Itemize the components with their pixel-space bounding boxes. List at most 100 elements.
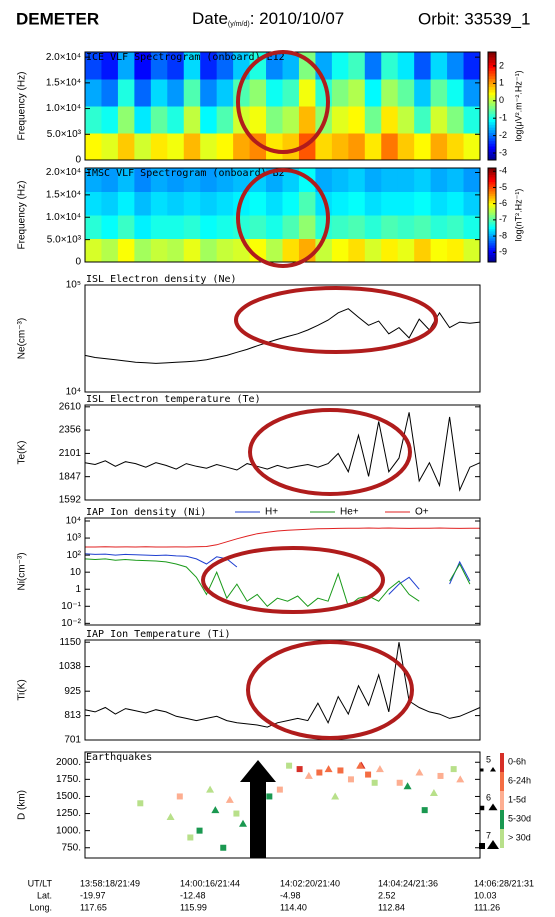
panel-title: IMSC VLF Spectrogram (onboard) B2 [86,168,285,179]
colorbar-step [488,193,496,197]
spectrogram-cell [200,79,218,107]
spectrogram-cell [381,215,399,239]
spectrogram-cell [282,106,300,134]
plot-frame [84,167,481,263]
y-tick-label: 10 [70,567,82,578]
spectrogram-cell [397,52,415,80]
data-line [84,308,481,364]
spectrogram-cell [183,52,201,80]
spectrogram-cell [85,106,102,134]
quake-marker [211,806,220,814]
y-tick-label: 750. [62,842,81,853]
spectrogram-cell [117,106,135,134]
colorbar-label: -6 [499,198,507,208]
colorbar-step [488,81,496,85]
colorbar-step [488,247,496,251]
y-tick-label: 1.0×10⁴ [46,103,81,114]
quake-marker [331,792,340,800]
quake-marker [437,772,444,779]
spectrogram-cell [463,79,481,107]
magnitude-symbol [490,767,496,772]
spectrogram-cell [331,168,349,192]
spectrogram-cell [216,133,234,161]
y-tick-label: 1000. [56,825,81,836]
spectrogram-cell [249,106,267,134]
y-tick-label: 701 [64,735,81,746]
spectrogram-cell [85,168,102,192]
colorbar-step [488,240,496,244]
quake-marker [371,779,378,786]
colorbar-step [488,114,496,118]
data-line [84,642,481,728]
spectrogram-cell [183,79,201,107]
colorbar-step [488,108,496,112]
spectrogram-cell [134,106,152,134]
colorbar-step [488,252,496,256]
y-tick-label: 10⁻¹ [61,601,81,612]
colorbar-step [488,210,496,214]
y-tick-label: 2610 [59,401,82,412]
colorbar-step [488,116,496,120]
colorbar-step [488,127,496,131]
colorbar-step [488,168,496,171]
spectrogram-cell [101,52,119,80]
spectrogram-cell [381,238,399,263]
quake-marker [166,812,175,820]
spectrogram-cell [414,191,432,216]
magnitude-symbol [479,843,485,849]
spectrogram-cell [414,133,432,161]
colorbar-step [488,179,496,183]
spectrogram-cell [266,52,283,80]
spectrogram-cell [85,52,102,80]
spectrogram-cell [167,238,185,263]
colorbar-frame [487,51,497,161]
y-tick-label: 0 [75,257,81,268]
legend-swatch [500,810,504,829]
y-tick-label: 1150 [59,637,81,648]
y-tick-label: 2000. [56,757,81,768]
spectrogram-cell [381,191,399,216]
spectrogram-cell [101,106,119,134]
spectrogram-cell [200,106,218,134]
spectrogram-cell [282,79,300,107]
time-axis-table: UT/LT 13:58:18/21:49 14:00:16/21:44 14:02:2… [28,878,534,912]
row-label: UT/LT [28,878,53,888]
y-tick-label: 10⁴ [66,516,81,527]
spectrogram-cell [282,133,300,161]
colorbar-label: 0 [499,95,504,105]
spectrogram-cell [150,52,168,80]
colorbar-step [488,175,496,178]
spectrogram-cell [414,106,432,134]
spectrogram-cell [134,79,152,107]
date-format: (y/m/d) [228,21,250,28]
cell: 2.52 [378,890,396,900]
cell: 14:00:16/21:44 [180,878,240,888]
y-tick-label: 1.0×10⁴ [46,212,81,223]
cell: 112.84 [378,902,405,912]
colorbar-step [488,226,496,230]
y-tick-label: 1847 [59,471,82,482]
spectrogram-cell [331,52,349,80]
spectrogram-cell [414,79,432,107]
quake-marker [421,807,428,814]
spectrogram-cell [463,191,481,216]
y-tick-label: 1.5×10⁴ [46,189,81,200]
quake-marker [266,793,273,800]
colorbar-step [488,143,496,147]
colorbar-step [488,205,496,209]
spectrogram-cell [101,238,119,263]
spectrogram-cell [249,191,267,216]
spectrogram-cell [381,168,399,192]
date-value: : 2010/10/07 [250,9,345,28]
spectrogram-cell [447,191,465,216]
quake-marker [365,771,372,778]
spectrogram-cell [348,52,366,80]
spectrogram-cell [397,79,415,107]
spectrogram-cell [430,106,448,134]
colorbar-step [488,172,496,176]
y-axis-title: Frequency (Hz) [17,72,28,141]
spectrogram-cell [183,168,201,192]
spectrogram-cell [167,52,185,80]
arrow [240,760,276,858]
